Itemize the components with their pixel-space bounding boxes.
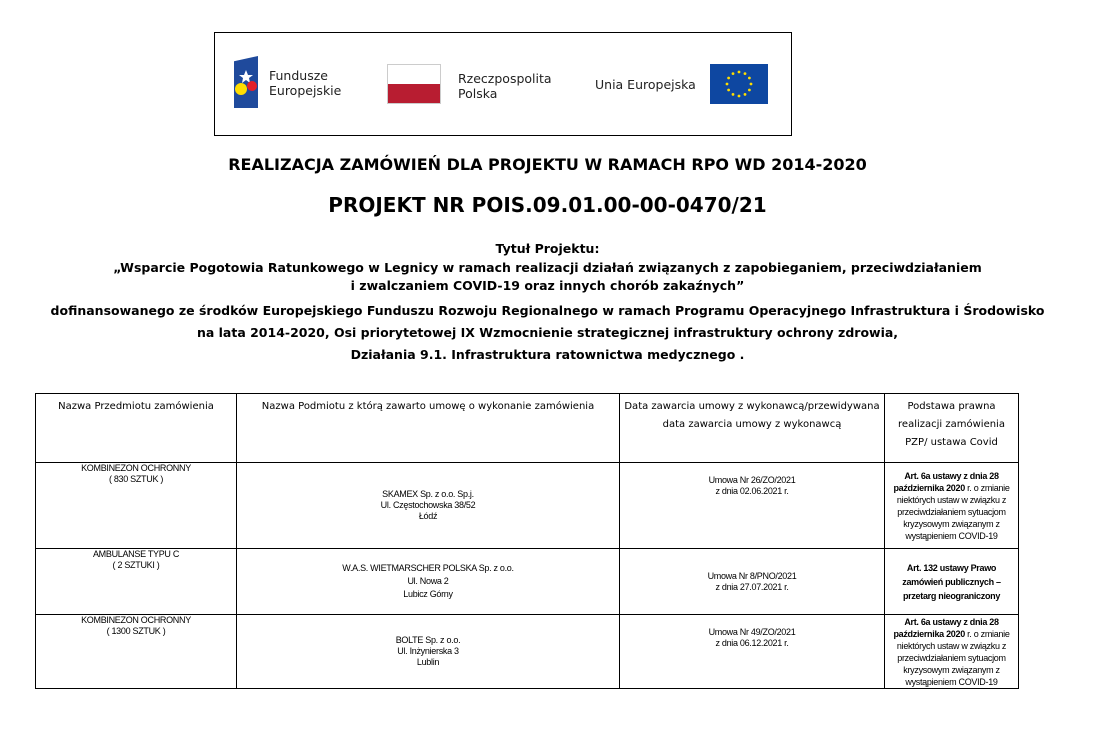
- intro-line: na lata 2014-2020, Osi priorytetowej IX …: [196, 325, 899, 340]
- legal-basis-bold: Art. 6a ustawy z dnia 28 października 20…: [893, 616, 999, 639]
- legal-basis-cell: Art. 6a ustawy z dnia 28 października 20…: [884, 462, 1019, 549]
- contractor-city: Łódź: [418, 511, 438, 521]
- table-row: KOMBINEZON OCHRONNY( 1300 SZTUK ) BOLTE …: [35, 614, 1019, 689]
- orders-table: Nazwa Przedmiotu zamówienia Nazwa Podmio…: [35, 393, 1019, 689]
- column-header: Podstawa prawna realizacji zamówienia PZ…: [884, 393, 1019, 463]
- contractor-cell: W.A.S. WIETMARSCHER POLSKA Sp. z o.o. Ul.…: [236, 548, 620, 615]
- contractor-address: Ul. Częstochowska 38/52: [380, 500, 476, 510]
- eu-star-icon: [731, 92, 735, 96]
- item-qty: ( 830 SZTUK ): [108, 474, 164, 484]
- eu-star-icon: [743, 92, 747, 96]
- contract-number: Umowa Nr 49/ZO/2021: [708, 627, 796, 637]
- fundusze-europejskie-logo-icon: [234, 56, 258, 108]
- eu-star-icon: [731, 72, 735, 76]
- logo-text: Fundusze: [269, 68, 328, 83]
- contractor-city: Lublin: [416, 657, 440, 667]
- column-header: Data zawarcia umowy z wykonawcą/przewidy…: [619, 393, 885, 463]
- item-cell: KOMBINEZON OCHRONNY( 1300 SZTUK ): [35, 614, 237, 689]
- intro-label: Tytuł Projektu:: [495, 241, 600, 256]
- table-row: AMBULANSE TYPU C( 2 SZTUKI ) W.A.S. WIET…: [35, 548, 1019, 615]
- fundusze-europejskie-label: Fundusze Europejskie: [269, 68, 341, 98]
- poland-flag-icon: [387, 64, 441, 104]
- rzeczpospolita-label: Rzeczpospolita Polska: [458, 71, 552, 101]
- logo-text: Europejskie: [269, 83, 342, 98]
- contract-number: Umowa Nr 26/ZO/2021: [708, 475, 796, 485]
- contract-cell: Umowa Nr 8/PNO/2021 z dnia 27.07.2021 r.: [619, 548, 885, 615]
- item-name: AMBULANSE TYPU C: [92, 549, 180, 559]
- logo-text: Polska: [458, 86, 498, 101]
- contract-date: z dnia 27.07.2021 r.: [715, 581, 789, 592]
- legal-basis-cell: Art. 132 ustawy Prawo zamówień publiczny…: [884, 548, 1019, 615]
- intro-line: „Wsparcie Pogotowia Ratunkowego w Legnic…: [113, 260, 982, 275]
- contractor-cell: SKAMEX Sp. z o.o. Sp.j. Ul. Częstochowska…: [236, 462, 620, 549]
- eu-star-icon: [737, 70, 741, 74]
- eu-star-icon: [743, 72, 747, 76]
- page-title: REALIZACJA ZAMÓWIEŃ DLA PROJEKTU W RAMAC…: [228, 155, 867, 174]
- eu-flag-icon: [710, 64, 768, 104]
- unia-europejska-label: Unia Europejska: [595, 77, 696, 92]
- item-qty: ( 2 SZTUKI ): [112, 560, 160, 570]
- contract-date: z dnia 06.12.2021 r.: [715, 638, 789, 648]
- legal-basis-text: r. o zmianie niektórych ustaw w związku …: [896, 482, 1010, 541]
- contract-number: Umowa Nr 8/PNO/2021: [707, 570, 797, 581]
- eu-star-icon: [747, 88, 751, 92]
- contract-date: z dnia 02.06.2021 r.: [715, 486, 789, 496]
- contractor-cell: BOLTE Sp. z o.o. Ul. Inżynierska 3 Lublin: [236, 614, 620, 689]
- intro-line: dofinansowanego ze środków Europejskiego…: [50, 303, 1045, 318]
- eu-star-icon: [725, 82, 729, 86]
- legal-basis-bold: Art. 132 ustawy Prawo zamówień publiczny…: [902, 562, 1001, 601]
- logo-text: Rzeczpospolita: [458, 71, 552, 86]
- table-header-row: Nazwa Przedmiotu zamówienia Nazwa Podmio…: [35, 393, 1019, 463]
- contractor-name: SKAMEX Sp. z o.o. Sp.j.: [382, 489, 474, 499]
- eu-star-icon: [727, 76, 731, 80]
- table-row: KOMBINEZON OCHRONNY( 830 SZTUK ) SKAMEX …: [35, 462, 1019, 549]
- contract-cell: Umowa Nr 26/ZO/2021 z dnia 02.06.2021 r.: [619, 462, 885, 549]
- eu-star-icon: [747, 76, 751, 80]
- item-name: KOMBINEZON OCHRONNY: [81, 615, 191, 625]
- eu-star-icon: [737, 94, 741, 98]
- eu-star-icon: [749, 82, 753, 86]
- legal-basis-cell: Art. 6a ustawy z dnia 28 października 20…: [884, 614, 1019, 689]
- legal-basis-bold: Art. 6a ustawy z dnia 28 października 20…: [893, 470, 999, 493]
- intro-line: Działania 9.1. Infrastruktura ratownictw…: [350, 347, 745, 362]
- eu-star-icon: [727, 88, 731, 92]
- contractor-address: Ul. Nowa 2: [407, 576, 449, 586]
- item-name: KOMBINEZON OCHRONNY: [81, 463, 191, 473]
- column-header: Nazwa Podmiotu z którą zawarto umowę o w…: [236, 393, 620, 463]
- intro-line: i zwalczaniem COVID-19 oraz innych choró…: [350, 278, 745, 293]
- item-qty: ( 1300 SZTUK ): [106, 626, 166, 636]
- contractor-name: BOLTE Sp. z o.o.: [395, 635, 461, 645]
- contract-cell: Umowa Nr 49/ZO/2021 z dnia 06.12.2021 r.: [619, 614, 885, 689]
- column-header: Nazwa Przedmiotu zamówienia: [35, 393, 237, 463]
- item-cell: KOMBINEZON OCHRONNY( 830 SZTUK ): [35, 462, 237, 549]
- contractor-name: W.A.S. WIETMARSCHER POLSKA Sp. z o.o.: [342, 563, 514, 573]
- legal-basis-text: r. o zmianie niektórych ustaw w związku …: [896, 628, 1010, 687]
- item-cell: AMBULANSE TYPU C( 2 SZTUKI ): [35, 548, 237, 615]
- contractor-address: Ul. Inżynierska 3: [397, 646, 459, 656]
- logo-banner: Fundusze Europejskie Rzeczpospolita Pols…: [214, 32, 792, 136]
- project-number: PROJEKT NR POIS.09.01.00-00-0470/21: [328, 193, 767, 217]
- contractor-city: Lubicz Górny: [403, 589, 453, 599]
